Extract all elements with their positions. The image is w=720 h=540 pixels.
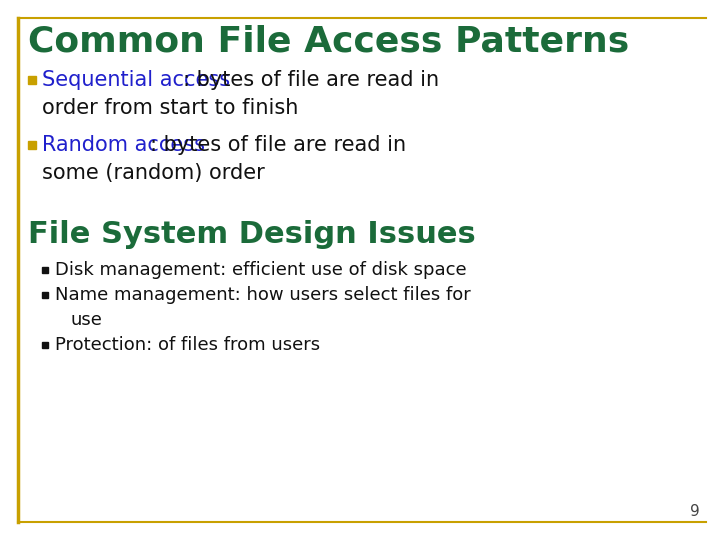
Text: Random access: Random access	[42, 135, 205, 155]
Text: some (random) order: some (random) order	[42, 163, 265, 183]
Text: order from start to finish: order from start to finish	[42, 98, 298, 118]
Text: Name management: how users select files for: Name management: how users select files …	[55, 286, 471, 304]
Text: File System Design Issues: File System Design Issues	[28, 220, 476, 249]
Text: : bytes of file are read in: : bytes of file are read in	[183, 70, 439, 90]
Text: Disk management: efficient use of disk space: Disk management: efficient use of disk s…	[55, 261, 467, 279]
Bar	[28, 76, 36, 84]
Bar	[28, 141, 36, 149]
Bar	[42, 292, 48, 298]
Text: Sequential access: Sequential access	[42, 70, 230, 90]
Bar	[42, 267, 48, 273]
Bar	[42, 342, 48, 348]
Text: Protection: of files from users: Protection: of files from users	[55, 336, 320, 354]
Text: : bytes of file are read in: : bytes of file are read in	[150, 135, 406, 155]
Text: 9: 9	[690, 504, 700, 519]
Text: Common File Access Patterns: Common File Access Patterns	[28, 25, 629, 59]
Text: use: use	[70, 311, 102, 329]
